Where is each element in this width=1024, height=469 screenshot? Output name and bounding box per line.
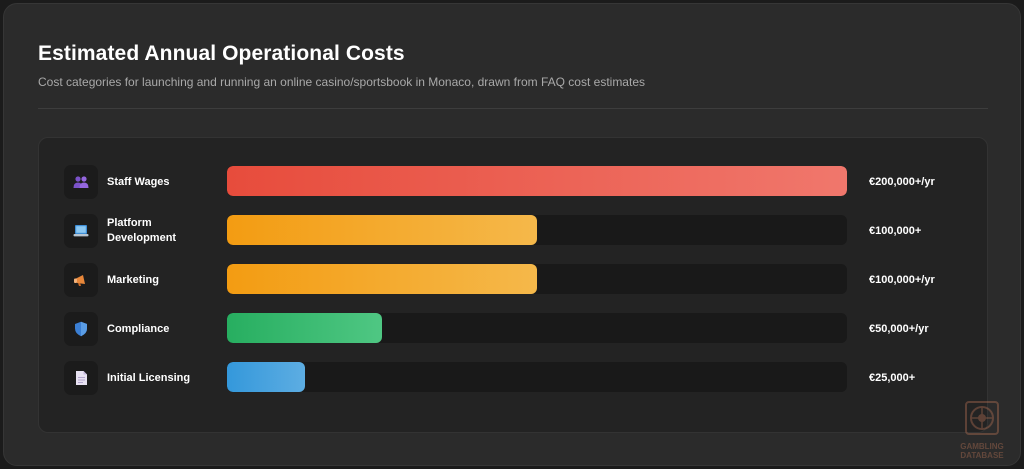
chart-card: Estimated Annual Operational Costs Cost … xyxy=(3,3,1021,466)
bar-fill xyxy=(227,166,847,196)
bar-value-label: €25,000+ xyxy=(869,372,916,384)
bar-label: Staff Wages xyxy=(107,175,170,188)
bar-fill xyxy=(227,264,537,294)
bar-chart-panel: Staff Wages €200,000+/yr Platform Developm… xyxy=(38,137,988,433)
watermark-text-1: GAMBLING xyxy=(960,442,1004,451)
bar-row: Compliance €50,000+/yr xyxy=(39,312,987,346)
bar-value-label: €200,000+/yr xyxy=(869,176,935,188)
chart-subtitle: Cost categories for launching and runnin… xyxy=(38,75,645,89)
bar-fill xyxy=(227,362,305,392)
laptop-icon xyxy=(64,214,98,248)
bar-track xyxy=(227,264,847,294)
people-icon xyxy=(64,165,98,199)
bar-value-label: €50,000+/yr xyxy=(869,323,929,335)
bar-fill xyxy=(227,215,537,245)
document-icon xyxy=(64,361,98,395)
bar-row: Initial Licensing €25,000+ xyxy=(39,361,987,395)
watermark-text-2: DATABASE xyxy=(960,451,1004,460)
bar-label: Marketing xyxy=(107,273,159,286)
bar-value-label: €100,000+/yr xyxy=(869,274,935,286)
bar-row: Platform Development €100,000+ xyxy=(39,214,987,248)
bar-label: Compliance xyxy=(107,322,170,335)
bar-row: Marketing €100,000+/yr xyxy=(39,263,987,297)
bar-label: Initial Licensing xyxy=(107,371,191,384)
bar-row: Staff Wages €200,000+/yr xyxy=(39,165,987,199)
bar-label: Platform Development xyxy=(107,217,177,244)
megaphone-icon xyxy=(64,263,98,297)
bar-track xyxy=(227,313,847,343)
bar-fill xyxy=(227,313,382,343)
watermark-logo: GAMBLING DATABASE xyxy=(952,400,1012,466)
header-divider xyxy=(38,108,988,109)
bar-track xyxy=(227,215,847,245)
chart-title: Estimated Annual Operational Costs xyxy=(38,42,405,65)
bar-track xyxy=(227,362,847,392)
bar-track xyxy=(227,166,847,196)
bar-value-label: €100,000+ xyxy=(869,225,922,237)
shield-icon xyxy=(64,312,98,346)
roulette-icon xyxy=(965,401,999,435)
